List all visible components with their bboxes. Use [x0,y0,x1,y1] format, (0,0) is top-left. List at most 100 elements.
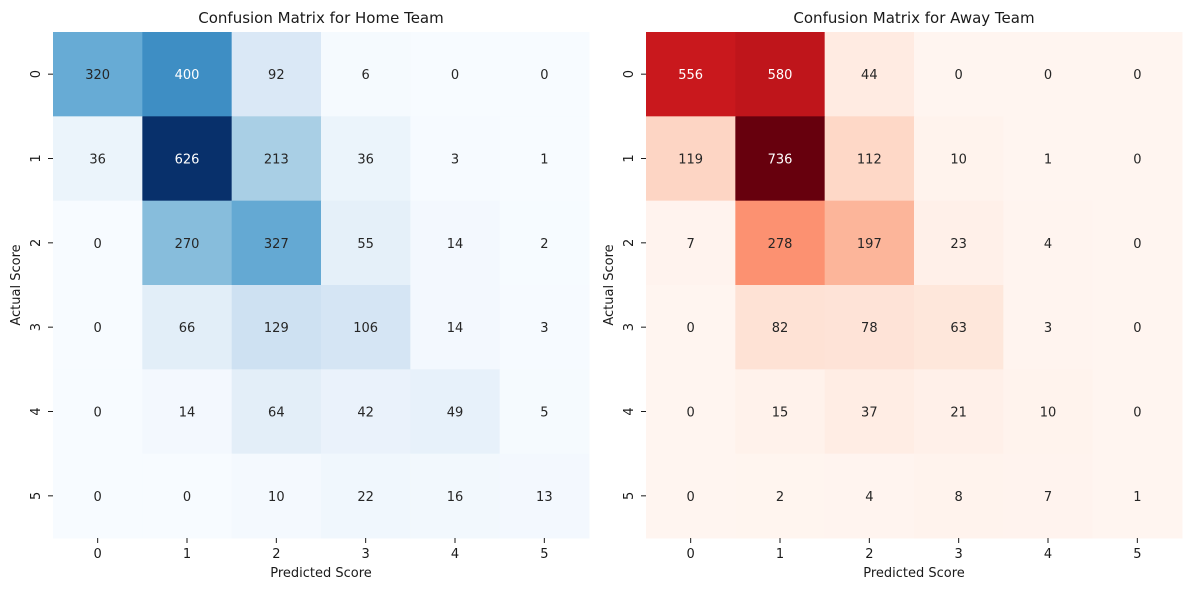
y-tick-label: 1 [29,154,44,162]
cell-value-label: 92 [268,68,285,83]
heatmap-cell [321,369,411,455]
cell-value-label: 6 [362,68,370,83]
cell-value-label: 0 [687,321,695,336]
x-tick-label: 4 [1044,547,1052,562]
cell-value-label: 5 [540,406,548,421]
x-tick-label: 2 [272,547,280,562]
cell-value-label: 0 [94,321,102,336]
cell-value-label: 55 [357,237,374,252]
heatmap-cell [1092,453,1183,539]
heatmap-cell [231,200,322,286]
heatmap-cell [231,285,322,370]
y-axis-label: Actual Score [9,244,24,325]
cell-value-label: 10 [268,490,285,505]
cell-value-label: 22 [357,490,374,505]
heatmap-cell [824,453,915,539]
heatmap-cell [321,32,411,117]
heatmap-cell [53,369,143,455]
cell-value-label: 278 [768,237,793,252]
cell-value-label: 0 [451,68,459,83]
cell-value-label: 1 [1044,153,1052,168]
heatmap-cell [1092,116,1183,202]
cell-value-label: 0 [94,406,102,421]
cell-value-label: 3 [1044,321,1052,336]
cell-value-label: 327 [264,237,289,252]
heatmap-cell [53,285,143,370]
heatmap-cell [53,116,143,202]
heatmap-cell [1092,369,1183,455]
cell-value-label: 16 [447,490,464,505]
heatmap-cell [499,116,590,202]
cell-value-label: 14 [447,237,464,252]
heatmap-cell [646,453,736,539]
heatmap-cell [1092,32,1183,117]
heatmap-cell [1003,369,1094,455]
heatmap-panel-1: Confusion Matrix for Away Team 556 580 4 4 0 0… [602,9,1183,581]
cell-value-label: 36 [89,153,106,168]
heatmap-cell [914,200,1004,286]
cell-value-label: 0 [94,490,102,505]
heatmap-cell [231,369,322,455]
heatmap-cell [1092,200,1183,286]
heatmap-cell [410,369,501,455]
cell-value-label: 580 [768,68,793,83]
cell-value-label: 3 [451,153,459,168]
cell-value-label: 4 [865,490,873,505]
x-tick-label: 0 [94,547,102,562]
cell-value-label: 7 [1044,490,1052,505]
cell-value-label: 0 [183,490,191,505]
cell-value-label: 78 [861,321,878,336]
cell-value-label: 14 [447,321,464,336]
cell-value-label: 197 [857,237,882,252]
heatmap-cell [646,200,736,286]
heatmap-cell [410,116,501,202]
y-tick-label: 5 [622,492,637,500]
cell-value-label: 82 [772,321,789,336]
cell-value-label: 15 [772,406,789,421]
heatmap-cell [735,32,826,117]
cell-value-label: 0 [687,406,695,421]
heatmap-cell [735,116,826,202]
chart-title: Confusion Matrix for Away Team [793,9,1034,27]
cell-value-label: 556 [678,68,703,83]
y-tick-label: 5 [29,492,44,500]
heatmap-cell [499,285,590,370]
y-tick-label: 0 [622,70,637,78]
x-tick-label: 5 [540,547,548,562]
cell-value-label: 10 [950,153,967,168]
x-tick-label: 1 [776,547,784,562]
cell-value-label: 64 [268,406,285,421]
cell-value-label: 21 [950,406,967,421]
x-axis-label: Predicted Score [863,566,965,581]
cell-value-label: 213 [264,153,289,168]
y-axis-label: Actual Score [602,244,617,325]
heatmap-cell [231,116,322,202]
heatmap-cell [142,200,233,286]
cell-value-label: 2 [776,490,784,505]
heatmap-cell [914,453,1004,539]
x-axis-label: Predicted Score [270,566,372,581]
heatmap-cell [646,369,736,455]
heatmap-cell [1092,285,1183,370]
heatmap-cell [142,116,233,202]
heatmap-cell [321,453,411,539]
cell-value-label: 0 [1133,68,1141,83]
heatmap-cell [914,369,1004,455]
heatmap-cell [53,200,143,286]
cell-value-label: 0 [1133,237,1141,252]
heatmap-cell [231,32,322,117]
heatmap-cell [142,285,233,370]
heatmap-cell [646,32,736,117]
cell-value-label: 119 [678,153,703,168]
cell-value-label: 736 [768,153,793,168]
heatmap-cell [1003,32,1094,117]
heatmap-cell [142,369,233,455]
heatmap-cell [410,285,501,370]
heatmap-cell [735,369,826,455]
heatmap-cell [824,116,915,202]
cell-value-label: 0 [540,68,548,83]
x-tick-label: 4 [451,547,459,562]
cell-value-label: 4 [1044,237,1052,252]
y-tick-label: 3 [29,323,44,331]
